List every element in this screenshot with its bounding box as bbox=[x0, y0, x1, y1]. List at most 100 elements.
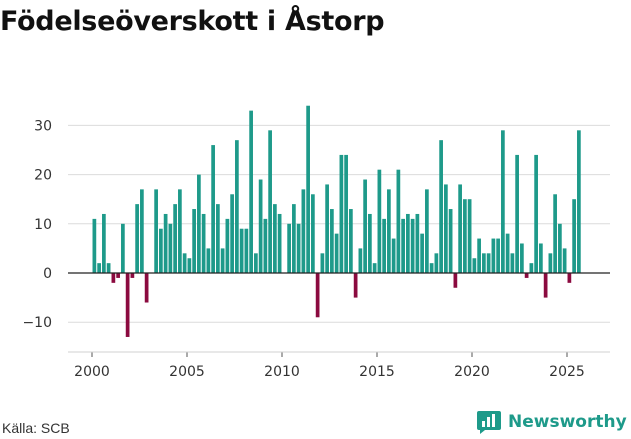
bar[interactable] bbox=[287, 223, 291, 273]
bar[interactable] bbox=[425, 189, 429, 273]
bar[interactable] bbox=[577, 130, 581, 273]
bar[interactable] bbox=[292, 204, 296, 273]
bar[interactable] bbox=[529, 263, 534, 273]
bar[interactable] bbox=[505, 233, 510, 273]
bar[interactable] bbox=[491, 238, 496, 273]
bar[interactable] bbox=[524, 273, 529, 278]
bar[interactable] bbox=[97, 263, 101, 273]
bar[interactable] bbox=[420, 233, 424, 273]
bar[interactable] bbox=[159, 228, 163, 273]
bar[interactable] bbox=[102, 213, 106, 273]
bar[interactable] bbox=[315, 273, 320, 318]
bar[interactable] bbox=[130, 273, 135, 278]
bar[interactable] bbox=[477, 238, 481, 273]
bar[interactable] bbox=[201, 213, 206, 273]
bar[interactable] bbox=[463, 199, 467, 273]
bar[interactable] bbox=[168, 223, 173, 273]
bar[interactable] bbox=[206, 248, 211, 273]
bar[interactable] bbox=[534, 154, 538, 273]
bar[interactable] bbox=[163, 213, 168, 273]
bar[interactable] bbox=[154, 189, 158, 273]
bar[interactable] bbox=[320, 253, 325, 273]
bar[interactable] bbox=[301, 189, 306, 273]
bar[interactable] bbox=[396, 169, 401, 273]
bar[interactable] bbox=[467, 199, 472, 273]
bar[interactable] bbox=[363, 179, 367, 273]
bar[interactable] bbox=[482, 253, 486, 273]
bar[interactable] bbox=[306, 105, 310, 273]
bar[interactable] bbox=[263, 218, 268, 273]
bar[interactable] bbox=[358, 248, 363, 273]
newsworthy-logo[interactable]: Newsworthy bbox=[476, 408, 627, 436]
bar[interactable] bbox=[453, 273, 458, 288]
bar[interactable] bbox=[230, 194, 234, 273]
bar[interactable] bbox=[197, 174, 201, 273]
bar[interactable] bbox=[387, 189, 391, 273]
bar[interactable] bbox=[434, 253, 439, 273]
bar[interactable] bbox=[377, 169, 382, 273]
bar[interactable] bbox=[311, 194, 315, 273]
bar[interactable] bbox=[572, 199, 576, 273]
bar[interactable] bbox=[382, 218, 386, 273]
bar[interactable] bbox=[353, 273, 358, 298]
bar[interactable] bbox=[235, 140, 239, 273]
bar[interactable] bbox=[144, 273, 149, 303]
bar[interactable] bbox=[258, 179, 263, 273]
bar[interactable] bbox=[249, 110, 253, 273]
bar[interactable] bbox=[140, 189, 144, 273]
bar[interactable] bbox=[439, 140, 443, 273]
bar[interactable] bbox=[501, 130, 505, 273]
bar[interactable] bbox=[121, 223, 125, 273]
bar[interactable] bbox=[220, 248, 225, 273]
bar[interactable] bbox=[406, 213, 410, 273]
bar[interactable] bbox=[339, 154, 344, 273]
bar[interactable] bbox=[187, 258, 192, 273]
bar[interactable] bbox=[344, 154, 348, 273]
bar[interactable] bbox=[553, 194, 557, 273]
bar[interactable] bbox=[254, 253, 258, 273]
bar[interactable] bbox=[486, 253, 491, 273]
bar[interactable] bbox=[92, 218, 97, 273]
bar[interactable] bbox=[415, 213, 420, 273]
bar[interactable] bbox=[330, 209, 334, 273]
bar[interactable] bbox=[211, 145, 215, 273]
bar[interactable] bbox=[178, 189, 182, 273]
bar[interactable] bbox=[192, 209, 196, 273]
bar[interactable] bbox=[349, 209, 353, 273]
bar[interactable] bbox=[496, 238, 500, 273]
bar[interactable] bbox=[520, 243, 524, 273]
bar[interactable] bbox=[244, 228, 249, 273]
bar[interactable] bbox=[216, 204, 220, 273]
bar[interactable] bbox=[273, 204, 277, 273]
bar[interactable] bbox=[510, 253, 515, 273]
bar[interactable] bbox=[548, 253, 553, 273]
bar[interactable] bbox=[429, 263, 434, 273]
bar[interactable] bbox=[135, 204, 139, 273]
bar[interactable] bbox=[444, 184, 448, 273]
bar[interactable] bbox=[239, 228, 244, 273]
bar[interactable] bbox=[558, 223, 562, 273]
bar[interactable] bbox=[106, 263, 111, 273]
bar[interactable] bbox=[567, 273, 572, 283]
bar[interactable] bbox=[296, 223, 301, 273]
bar[interactable] bbox=[543, 273, 548, 298]
bar[interactable] bbox=[539, 243, 543, 273]
bar[interactable] bbox=[111, 273, 116, 283]
bar[interactable] bbox=[562, 248, 567, 273]
bar[interactable] bbox=[225, 218, 230, 273]
bar[interactable] bbox=[458, 184, 462, 273]
bar[interactable] bbox=[401, 218, 405, 273]
bar[interactable] bbox=[173, 204, 177, 273]
bar[interactable] bbox=[368, 213, 372, 273]
bar[interactable] bbox=[472, 258, 477, 273]
bar[interactable] bbox=[334, 233, 339, 273]
bar[interactable] bbox=[277, 213, 282, 273]
bar[interactable] bbox=[125, 273, 130, 337]
bar[interactable] bbox=[410, 218, 415, 273]
bar[interactable] bbox=[391, 238, 396, 273]
bar[interactable] bbox=[372, 263, 377, 273]
bar[interactable] bbox=[515, 154, 519, 273]
bar[interactable] bbox=[116, 273, 120, 278]
bar[interactable] bbox=[268, 130, 272, 273]
bar[interactable] bbox=[448, 209, 453, 273]
